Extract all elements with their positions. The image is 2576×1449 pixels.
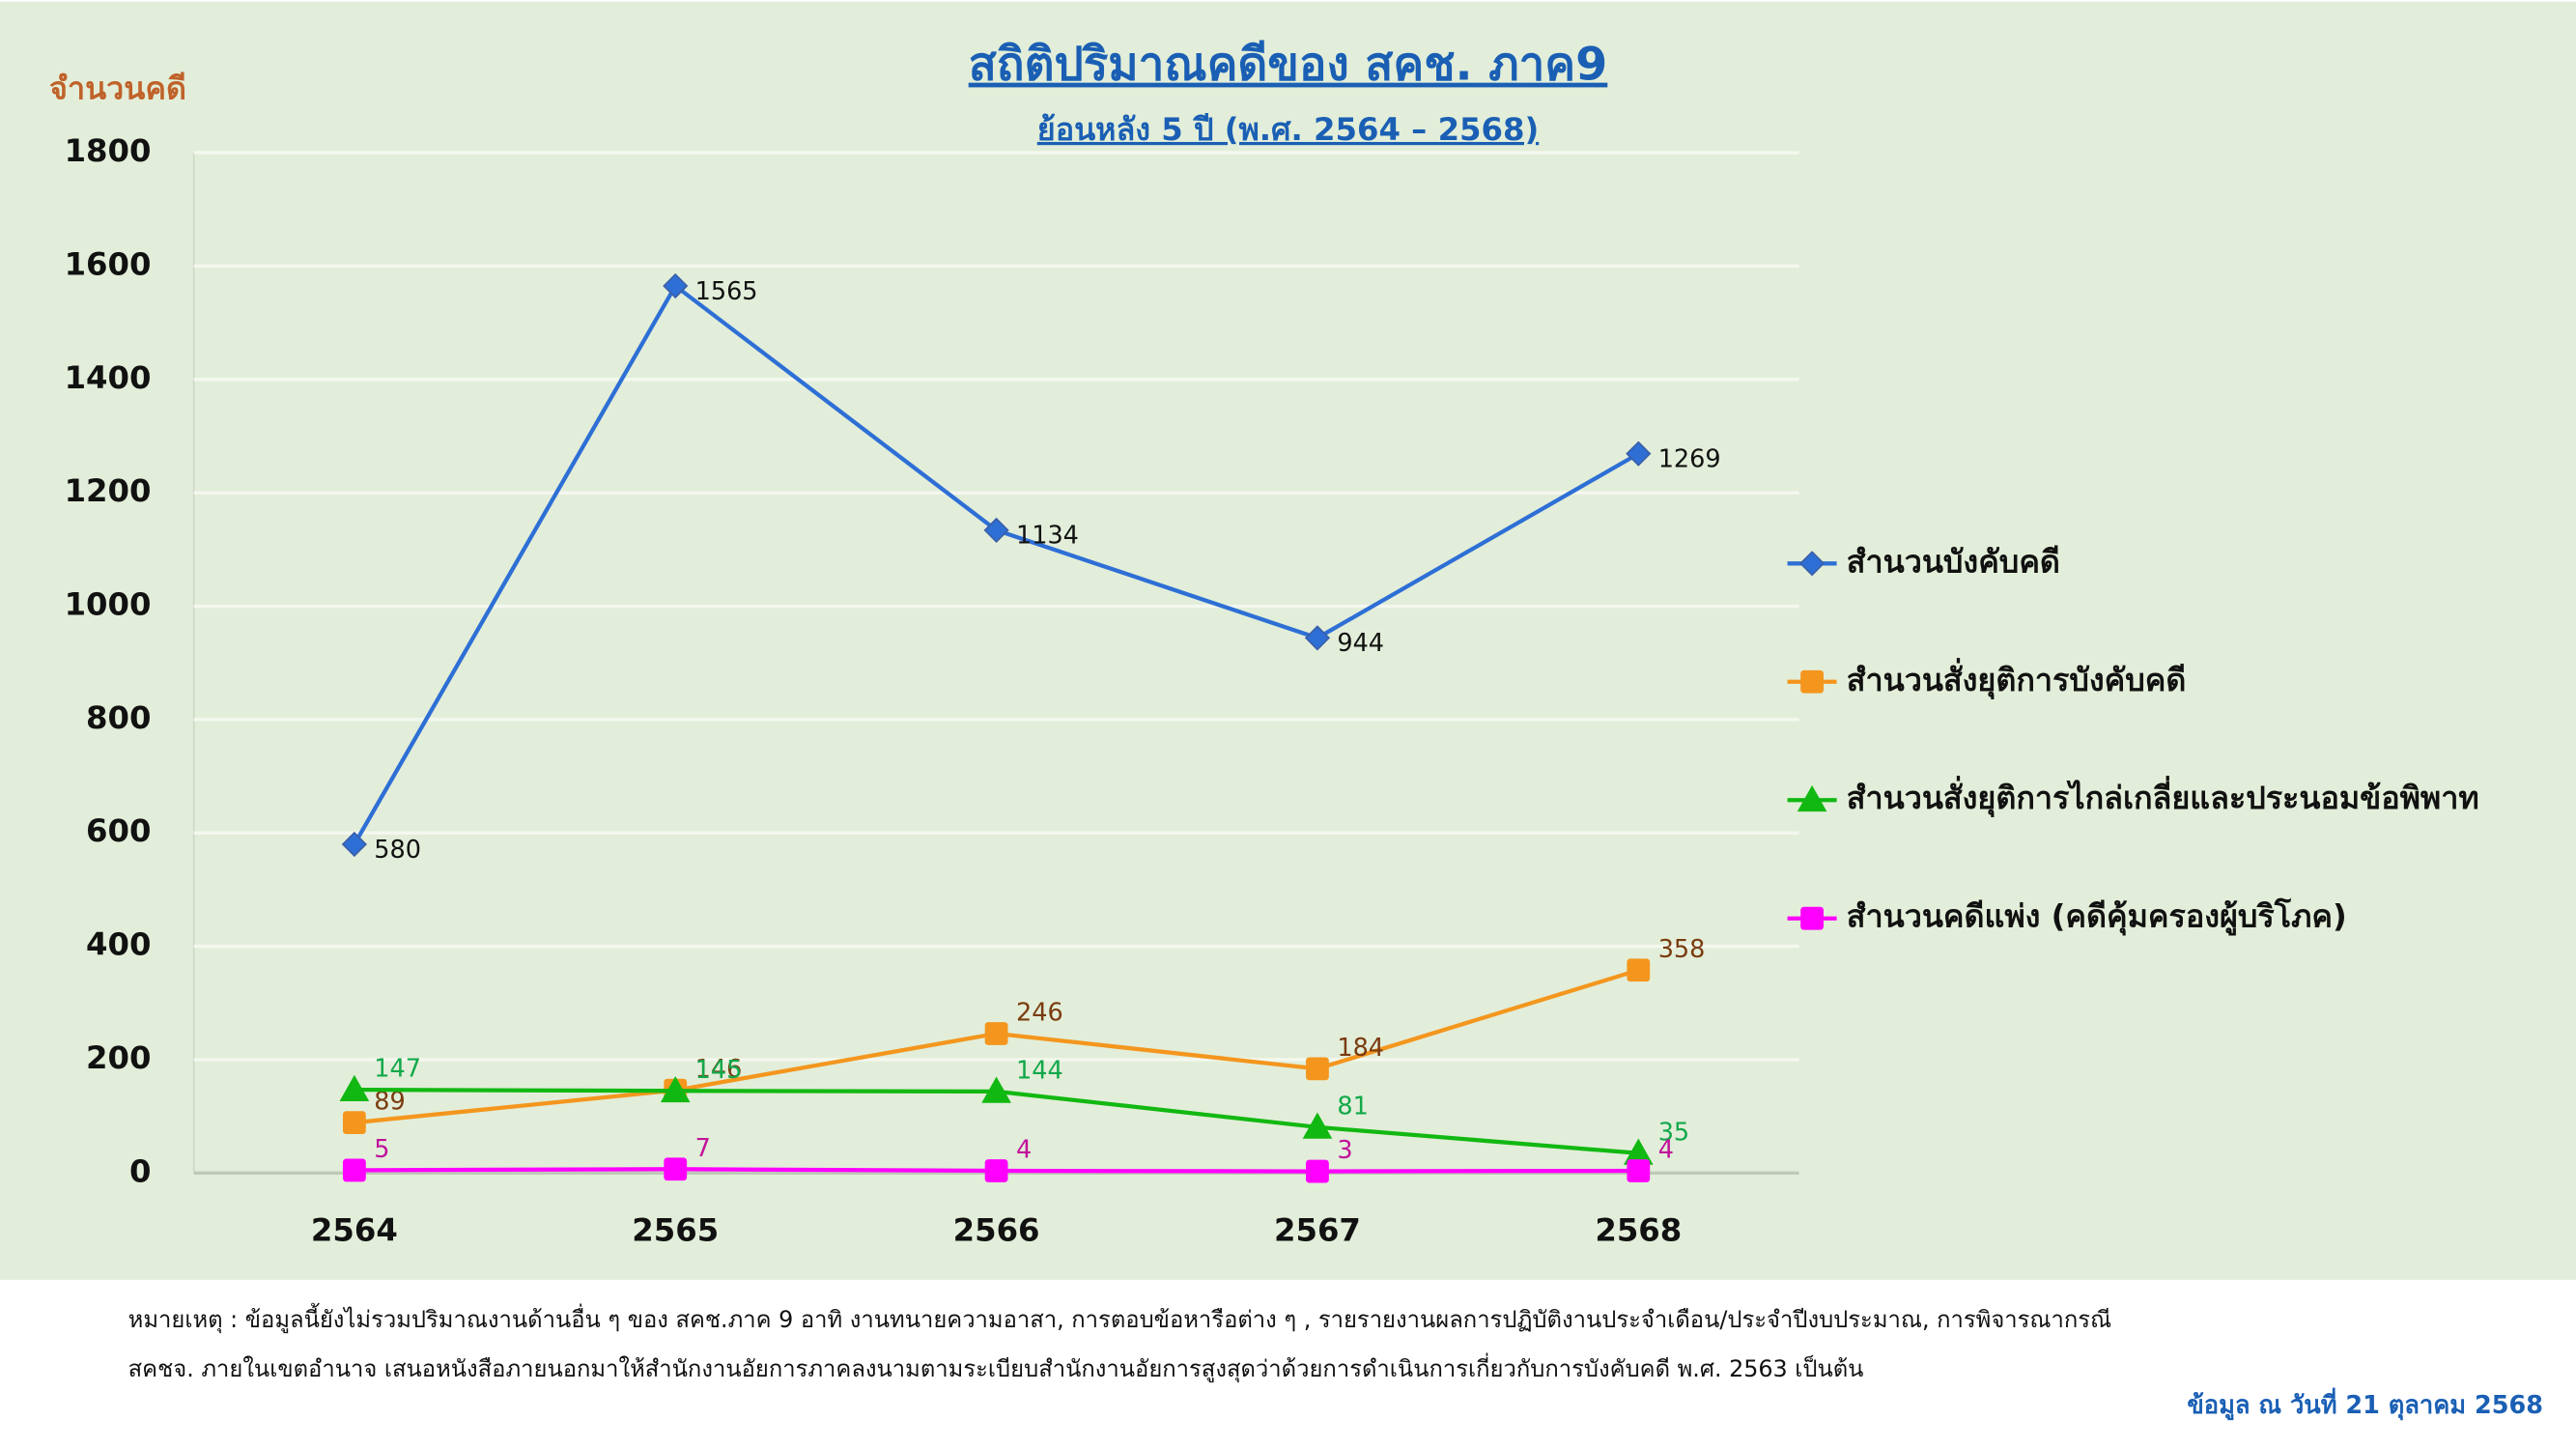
data-point xyxy=(981,1076,1011,1103)
legend-marker xyxy=(1800,906,1824,930)
legend-marker xyxy=(1800,669,1824,694)
x-tick-label: 2566 xyxy=(953,1212,1040,1249)
data-label: 81 xyxy=(1337,1092,1368,1121)
data-label: 944 xyxy=(1337,629,1384,658)
data-point xyxy=(1627,958,1651,982)
y-tick-label: 200 xyxy=(86,1039,151,1076)
footnote: สคชจ. ภายในเขตอำนาจ เสนอหนังสือภายนอกมาใ… xyxy=(128,1352,1864,1383)
legend-label: สำนวนสั่งยุติการบังคับคดี xyxy=(1847,658,2187,700)
y-tick-label: 1000 xyxy=(65,586,152,623)
y-tick-label: 0 xyxy=(129,1152,151,1189)
data-label: 1269 xyxy=(1658,444,1721,473)
data-point xyxy=(339,1074,370,1101)
data-point xyxy=(664,1157,688,1181)
data-label: 1134 xyxy=(1016,522,1079,551)
y-tick-label: 400 xyxy=(86,926,151,963)
date-note: ข้อมูล ณ วันที่ 21 ตุลาคม 2568 xyxy=(2187,1387,2543,1421)
data-label: 7 xyxy=(695,1134,711,1163)
data-point xyxy=(1306,1057,1329,1081)
data-point xyxy=(1304,625,1331,651)
data-label: 144 xyxy=(1016,1056,1063,1085)
y-tick-label: 1400 xyxy=(65,359,152,396)
y-tick-label: 1800 xyxy=(65,132,152,169)
data-label: 246 xyxy=(1016,999,1063,1028)
footnote: หมายเหตุ : ข้อมูลนี้ยังไม่รวมปริมาณงานด้… xyxy=(128,1303,2111,1334)
x-tick-label: 2565 xyxy=(632,1212,719,1249)
data-label: 89 xyxy=(374,1088,405,1117)
data-point xyxy=(1302,1112,1333,1139)
legend-label: สำนวนสั่งยุติการไกล่เกลี่ยและประนอมข้อพิ… xyxy=(1847,776,2479,818)
data-label: 4 xyxy=(1658,1136,1674,1165)
data-label: 3 xyxy=(1337,1136,1352,1165)
data-label: 1565 xyxy=(695,277,758,306)
footnote-background xyxy=(0,1279,2576,1448)
data-label: 146 xyxy=(695,1055,743,1084)
data-label: 145 xyxy=(695,1056,743,1085)
x-tick-label: 2564 xyxy=(311,1212,398,1249)
y-tick-label: 1200 xyxy=(65,472,152,509)
y-tick-label: 800 xyxy=(86,699,151,736)
data-point xyxy=(1623,1138,1654,1165)
chart-subtitle: ย้อนหลัง 5 ปี (พ.ศ. 2564 – 2568) xyxy=(1037,111,1539,148)
data-point xyxy=(342,1111,366,1135)
data-point xyxy=(984,1022,1008,1045)
data-label: 580 xyxy=(374,836,421,865)
legend-marker xyxy=(1797,784,1827,812)
data-label: 147 xyxy=(374,1055,421,1084)
data-point xyxy=(342,1158,366,1182)
legend-label: สำนวนบังคับคดี xyxy=(1847,543,2060,580)
x-tick-label: 2568 xyxy=(1595,1212,1682,1249)
data-label: 358 xyxy=(1658,935,1706,964)
data-point xyxy=(660,1075,691,1103)
data-point xyxy=(1306,1159,1329,1183)
data-point xyxy=(341,831,367,858)
legend-label: สำนวนคดีแพ่ง (คดีคุ้มครองผู้บริโภค) xyxy=(1847,897,2347,937)
data-point xyxy=(663,272,689,299)
y-axis-label: จำนวนคดี xyxy=(49,70,186,106)
legend-marker xyxy=(1798,551,1826,577)
data-label: 35 xyxy=(1658,1118,1689,1147)
data-label: 5 xyxy=(374,1135,389,1164)
data-point xyxy=(1626,440,1652,467)
data-point xyxy=(984,1159,1008,1182)
y-tick-label: 1600 xyxy=(65,245,152,282)
chart-title: สถิติปริมาณคดีของ สคช. ภาค9 xyxy=(969,39,1608,92)
y-tick-label: 600 xyxy=(86,812,151,849)
data-point xyxy=(983,517,1009,544)
data-label: 184 xyxy=(1337,1034,1384,1063)
data-point xyxy=(1627,1159,1651,1182)
data-label: 4 xyxy=(1016,1136,1032,1165)
x-tick-label: 2567 xyxy=(1274,1212,1361,1249)
